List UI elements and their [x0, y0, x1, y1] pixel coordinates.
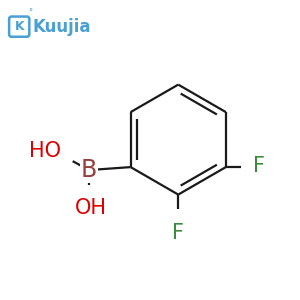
Text: °: ° — [28, 8, 33, 17]
Text: HO: HO — [29, 141, 61, 161]
Text: OH: OH — [74, 198, 106, 218]
Text: K: K — [14, 20, 24, 33]
Text: F: F — [253, 156, 265, 176]
Text: Kuujia: Kuujia — [32, 18, 91, 36]
Text: F: F — [172, 223, 184, 243]
Text: B: B — [81, 158, 97, 182]
